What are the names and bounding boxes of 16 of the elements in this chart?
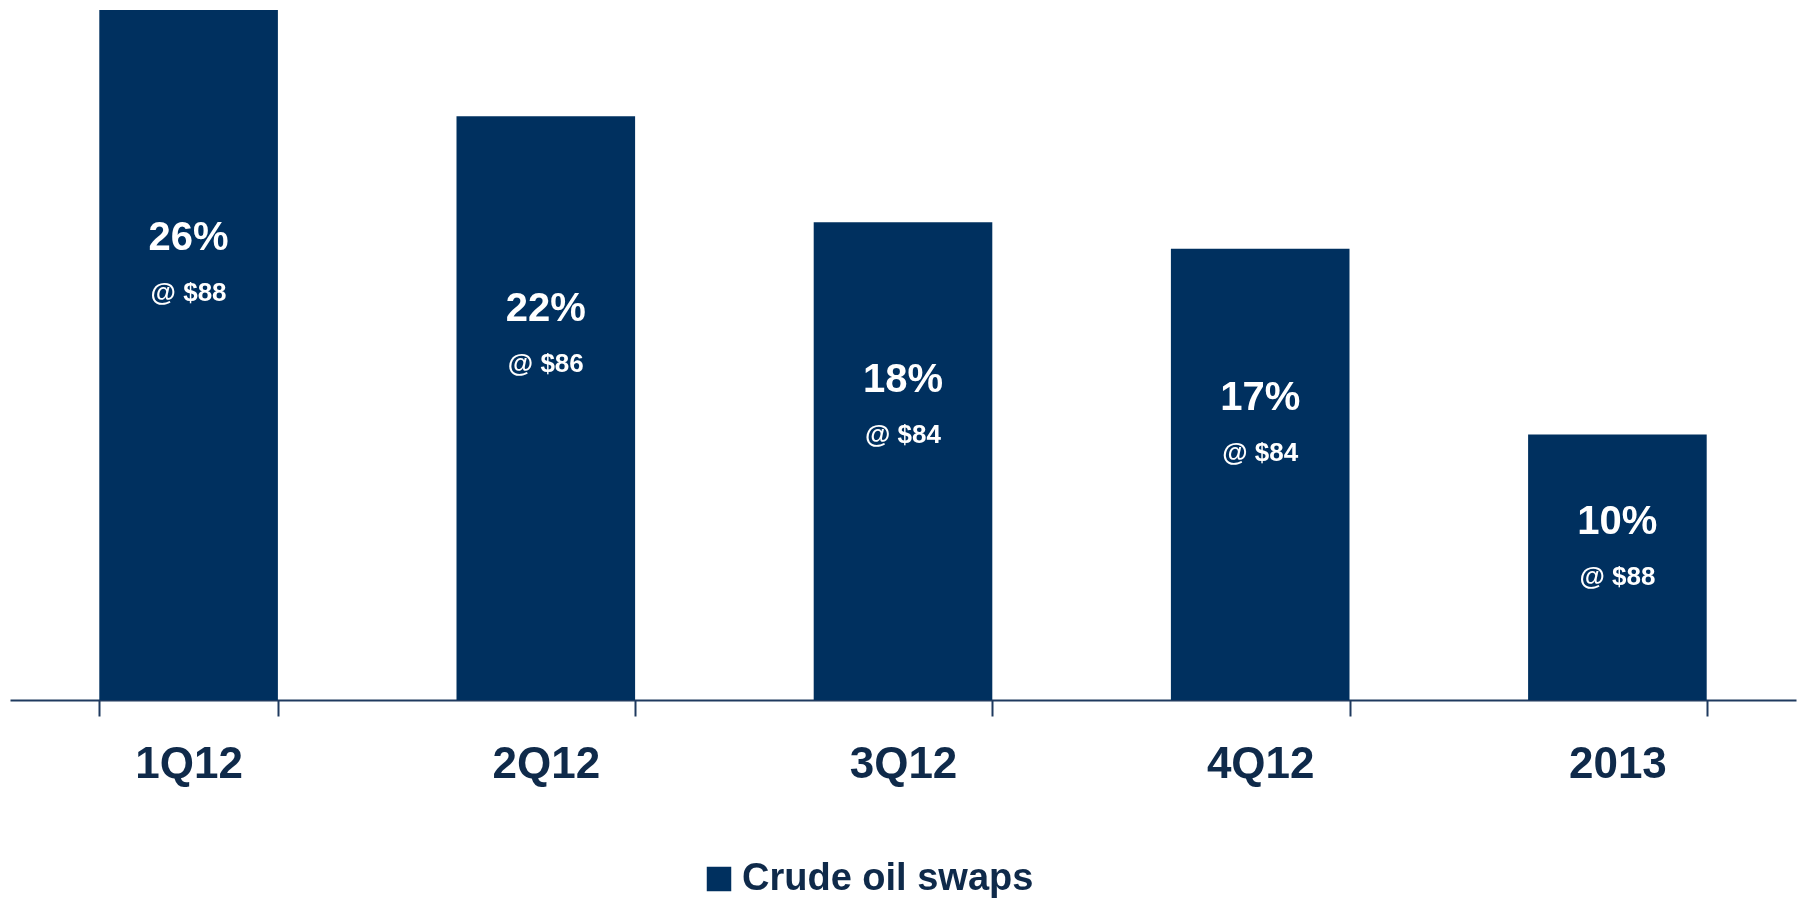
x-tick-label: 1Q12 — [135, 737, 243, 787]
data-label: 10% — [1577, 498, 1658, 543]
x-tick-label: 2013 — [1568, 737, 1667, 787]
annotation: @ $84 — [865, 418, 942, 449]
x-tick-label: 2Q12 — [492, 737, 601, 787]
annotation: @ $88 — [150, 276, 227, 307]
annotation: @ $84 — [1222, 436, 1299, 467]
x-tick-label: 3Q12 — [849, 737, 958, 787]
x-tick-label: 4Q12 — [1206, 737, 1315, 787]
legend-label: Crude oil swaps — [742, 856, 1034, 898]
data-label: 26% — [148, 213, 229, 258]
data-label: 22% — [505, 284, 586, 329]
data-label: 18% — [862, 355, 944, 400]
data-label: 17% — [1220, 373, 1301, 418]
annotation: @ $88 — [1579, 561, 1656, 592]
annotation: @ $86 — [507, 347, 584, 378]
